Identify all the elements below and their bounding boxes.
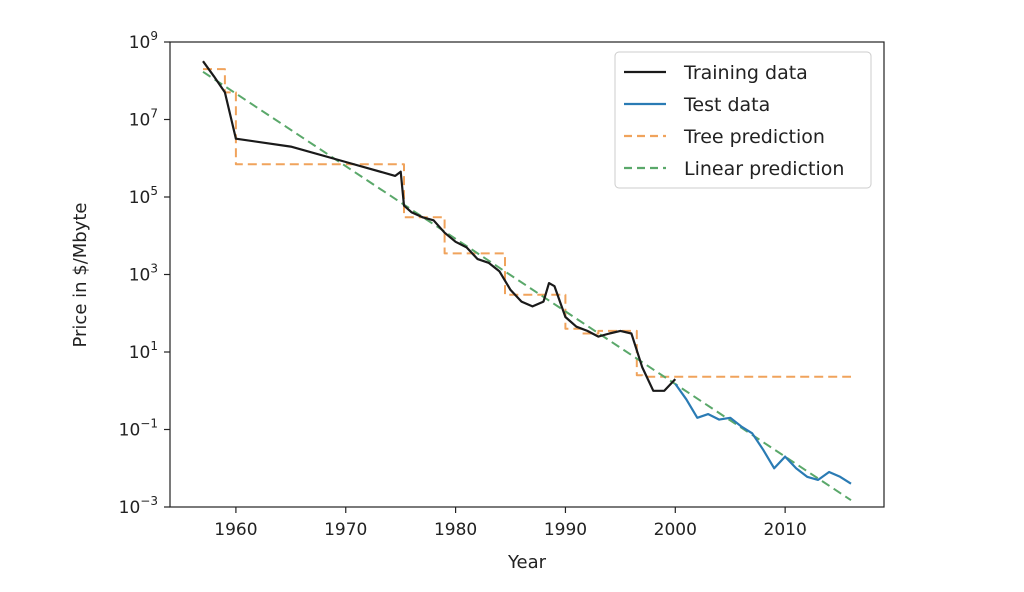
y-tick-exponent: 1 [150, 339, 158, 353]
y-tick-exponent: 9 [150, 29, 158, 43]
legend-label-linear-prediction: Linear prediction [684, 158, 844, 180]
x-tick-label: 1970 [324, 520, 367, 540]
y-tick-base: 10 [129, 111, 151, 131]
x-tick-label: 2000 [654, 520, 697, 540]
y-tick-label: 109 [129, 29, 158, 53]
y-tick-exponent: 3 [150, 262, 158, 276]
legend: Training data Test data Tree prediction Lin… [614, 51, 872, 189]
y-tick-exponent: −1 [140, 417, 158, 431]
y-tick-label: 101 [129, 339, 158, 363]
y-tick-base: 10 [129, 33, 151, 53]
series-line-test-data [674, 383, 852, 485]
y-tick-label: 10−3 [119, 494, 158, 518]
x-axis: 1960 1970 1980 1990 2000 2010 [214, 507, 807, 540]
x-tick-label: 2010 [764, 520, 807, 540]
x-tick-label: 1980 [434, 520, 477, 540]
y-tick-label: 103 [129, 262, 158, 286]
legend-label-test-data: Test data [683, 94, 770, 116]
y-tick-base: 10 [129, 343, 151, 363]
legend-box [614, 51, 872, 189]
series-line-training-data [202, 60, 677, 392]
series-layer [202, 60, 852, 502]
y-tick-base: 10 [129, 188, 151, 208]
y-tick-exponent: −3 [140, 494, 158, 508]
y-tick-label: 105 [129, 184, 158, 208]
y-tick-label: 10−1 [119, 417, 158, 441]
x-axis-label: Year [507, 552, 547, 573]
y-tick-exponent: 7 [150, 107, 158, 121]
x-tick-label: 1990 [544, 520, 587, 540]
y-tick-label: 107 [129, 107, 158, 131]
x-tick-label: 1960 [214, 520, 257, 540]
y-tick-exponent: 5 [150, 184, 158, 198]
y-tick-base: 10 [129, 266, 151, 286]
legend-label-training-data: Training data [683, 62, 808, 84]
y-tick-base: 10 [119, 498, 141, 518]
y-tick-base: 10 [119, 421, 141, 441]
legend-label-tree-prediction: Tree prediction [683, 126, 825, 148]
y-axis-label: Price in $/Mbyte [70, 202, 91, 347]
